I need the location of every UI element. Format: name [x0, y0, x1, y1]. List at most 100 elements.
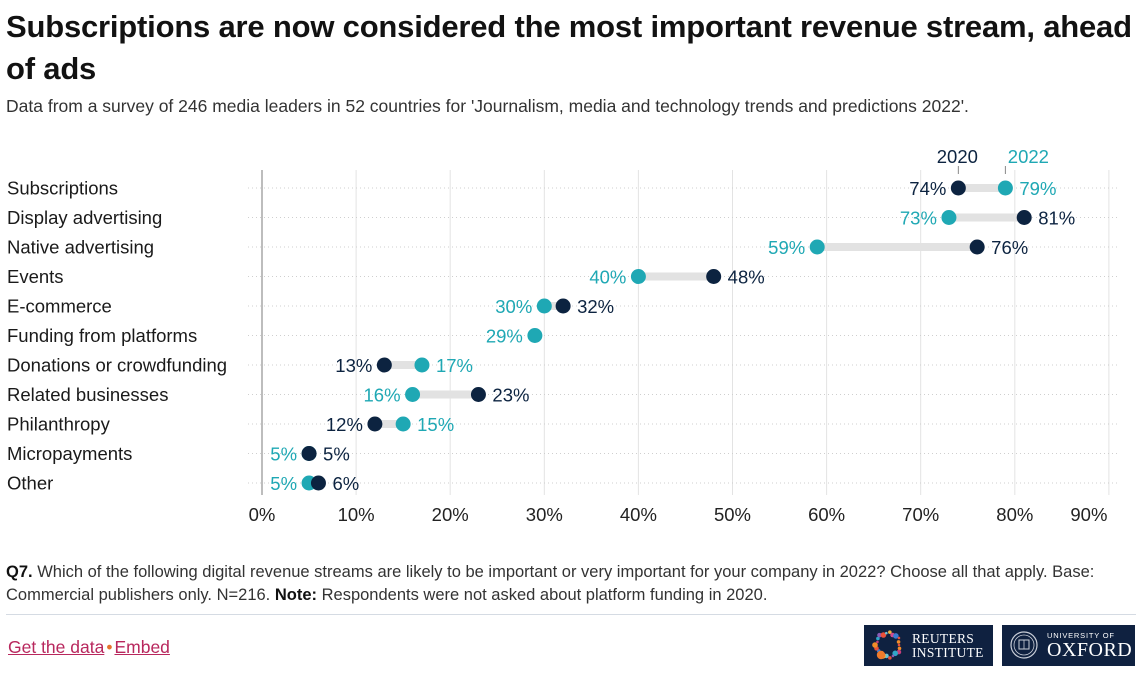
point-2020: [301, 446, 317, 461]
question-label: Q7.: [6, 563, 33, 581]
oxford-line1: UNIVERSITY OF: [1047, 631, 1115, 640]
point-2022: [536, 298, 552, 314]
point-2020: [950, 180, 966, 196]
note-label: Note:: [274, 586, 318, 604]
reuters-dot: [880, 632, 887, 638]
value-label-2020: 74%: [909, 178, 946, 199]
row-label: Display advertising: [7, 207, 162, 228]
reuters-line1: REUTERS: [912, 630, 975, 646]
x-tick-label: 20%: [432, 504, 469, 525]
row-label: Native advertising: [7, 237, 154, 258]
row-label: Funding from platforms: [7, 325, 197, 346]
value-label-2020: 12%: [326, 414, 363, 435]
point-2020: [376, 357, 392, 373]
row-label: Events: [7, 266, 64, 287]
value-label-2022: 40%: [589, 267, 626, 288]
row-label: E-commerce: [7, 296, 112, 317]
chart-subtitle: Data from a survey of 246 media leaders …: [6, 96, 969, 116]
value-label-2022: 29%: [486, 326, 523, 347]
value-label-2022: 30%: [495, 296, 532, 317]
x-tick-label: 60%: [808, 504, 845, 525]
x-tick-label: 70%: [902, 504, 939, 525]
row-guides: Subscriptions Display advertising Native a…: [7, 178, 1120, 494]
value-label-2022: 59%: [768, 237, 805, 258]
x-axis: 0% 10% 20% 30% 40% 50% 60% 70% 80% 90%: [249, 170, 1107, 525]
note-text: Respondents were not asked about platfor…: [317, 586, 768, 604]
reuters-dot: [891, 654, 895, 658]
point-2022: [395, 416, 411, 432]
point-2022: [527, 328, 543, 343]
x-tick-label: 90%: [1070, 504, 1107, 525]
reuters-dot: [897, 636, 901, 640]
row-label: Donations or crowdfunding: [7, 355, 227, 376]
footnote: Q7. Which of the following digital reven…: [6, 561, 1126, 607]
point-2020: [310, 475, 326, 491]
value-label-2022: 16%: [364, 385, 401, 406]
point-2022: [941, 210, 957, 225]
chart-title: Subscriptions are now considered the mos…: [6, 9, 1132, 86]
value-label-2020: 13%: [335, 355, 372, 376]
gridlines: [355, 170, 1110, 495]
value-label-2020: 23%: [492, 385, 529, 406]
reuters-dot: [876, 636, 880, 641]
footer-divider: [6, 614, 1136, 615]
point-2020: [706, 269, 722, 284]
x-tick-label: 30%: [526, 504, 563, 525]
reuters-dot: [893, 633, 899, 639]
legend-label-2020: 2020: [937, 146, 978, 167]
value-label-2020: 6%: [332, 473, 359, 494]
question-text: Which of the following digital revenue s…: [6, 563, 1095, 604]
reuters-dot: [896, 640, 901, 644]
reuters-dot: [876, 640, 879, 644]
x-tick-label: 80%: [996, 504, 1033, 525]
reuters-dot: [884, 631, 888, 635]
dumbbell-marks: 74% 79% 73% 81% 59% 76% 40% 48% 30% 32% 29% 13% 17% 1…: [270, 178, 1075, 494]
value-label-2020: 81%: [1038, 208, 1075, 229]
point-2020: [969, 239, 985, 255]
value-label-2022: 79%: [1019, 178, 1056, 199]
reuters-dot: [876, 650, 886, 660]
value-label-2020: 76%: [991, 237, 1028, 258]
row-label: Other: [7, 473, 53, 494]
link-separator: •: [106, 637, 113, 657]
reuters-dot: [888, 656, 892, 660]
reuters-dot: [888, 630, 892, 634]
point-2020: [1016, 210, 1032, 225]
point-2020: [367, 416, 383, 432]
reuters-dot: [892, 650, 899, 657]
oxford-crest-icon: [1010, 631, 1038, 659]
university-of-oxford-logo[interactable]: UNIVERSITY OF OXFORD: [1002, 625, 1135, 666]
point-2020: [555, 298, 571, 314]
x-tick-label: 0%: [249, 504, 276, 525]
reuters-dot: [897, 643, 901, 647]
embed-link[interactable]: Embed: [114, 637, 170, 657]
row-label: Micropayments: [7, 443, 132, 464]
value-label-2022: 17%: [436, 355, 473, 376]
footer-links: Get the data • Embed: [8, 637, 170, 658]
point-2022: [405, 387, 421, 402]
reuters-dot: [872, 642, 878, 648]
reuters-line2: INSTITUTE: [912, 644, 984, 660]
value-label-2022: 15%: [417, 414, 454, 435]
reuters-dots-icon: [872, 630, 902, 660]
dumbbell-chart: Subscriptions Display advertising Native a…: [7, 146, 1120, 525]
get-the-data-link[interactable]: Get the data: [8, 637, 105, 657]
value-label-2020: 5%: [323, 444, 350, 465]
reuters-dot: [897, 646, 902, 651]
value-label-2022: 5%: [270, 444, 297, 465]
x-tick-label: 10%: [338, 504, 375, 525]
value-label-2022: 73%: [900, 208, 937, 229]
value-label-2020: 48%: [728, 267, 765, 288]
legend: 2020 2022: [937, 146, 1049, 174]
point-2022: [997, 180, 1013, 196]
legend-label-2022: 2022: [1008, 146, 1049, 167]
point-2022: [809, 239, 825, 255]
row-label: Related businesses: [7, 384, 168, 405]
row-label: Philanthropy: [7, 414, 111, 435]
point-2022: [414, 357, 430, 373]
reuters-institute-logo[interactable]: REUTERS INSTITUTE: [864, 625, 993, 666]
point-2020: [470, 387, 486, 402]
value-label-2020: 32%: [577, 296, 614, 317]
x-tick-label: 40%: [620, 504, 657, 525]
reuters-dot: [877, 632, 882, 638]
